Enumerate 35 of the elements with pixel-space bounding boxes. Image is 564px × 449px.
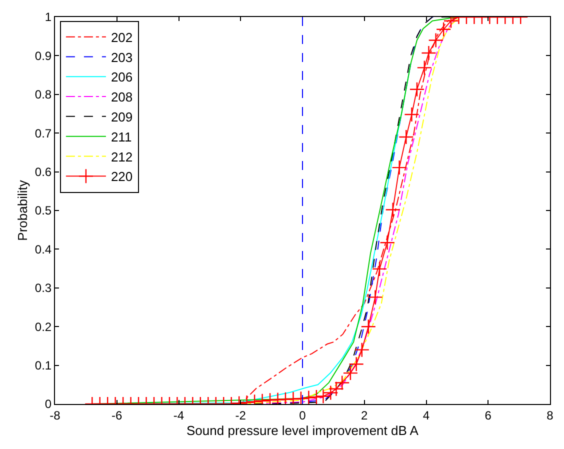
y-tick-label: 0.1 — [34, 358, 52, 372]
legend-label: 206 — [110, 70, 133, 85]
legend-label: 220 — [110, 169, 133, 184]
y-tick-label: 0.9 — [34, 48, 52, 63]
point — [392, 160, 407, 176]
y-tick-label: 0.3 — [34, 281, 52, 296]
y-tick-label: 0.8 — [34, 88, 52, 102]
legend-label: 202 — [110, 30, 133, 45]
y-tick-label: 0.6 — [34, 165, 52, 179]
point — [385, 202, 400, 218]
legend-label: 208 — [110, 90, 133, 105]
x-tick-label: -8 — [50, 408, 61, 422]
x-tick-label: 4 — [422, 408, 430, 422]
y-tick-label: 0.5 — [34, 204, 52, 218]
y-axis-title: Probability — [14, 180, 30, 241]
x-tick-label: -2 — [235, 408, 246, 422]
y-tick-label: 0 — [44, 397, 52, 412]
x-tick-label: 2 — [361, 408, 368, 422]
x-tick-label: 0 — [299, 408, 306, 422]
x-tick-label: 6 — [484, 408, 492, 422]
point — [372, 261, 388, 277]
point — [380, 235, 395, 250]
y-tick-label: 1 — [44, 10, 52, 24]
y-tick-label: 0.2 — [34, 320, 52, 334]
x-tick-label: 8 — [546, 408, 554, 422]
legend-label: 212 — [110, 149, 133, 164]
y-tick-label: 0.7 — [34, 126, 52, 140]
legend-label: 211 — [110, 129, 132, 144]
legend-label: 203 — [110, 50, 133, 65]
point — [398, 129, 414, 145]
x-tick-label: -6 — [112, 408, 123, 422]
legend-label: 209 — [110, 109, 133, 124]
x-tick-label: -4 — [173, 408, 184, 422]
x-axis-title: Sound pressure level improvement dB A — [186, 423, 419, 438]
y-tick-label: 0.4 — [34, 242, 52, 256]
